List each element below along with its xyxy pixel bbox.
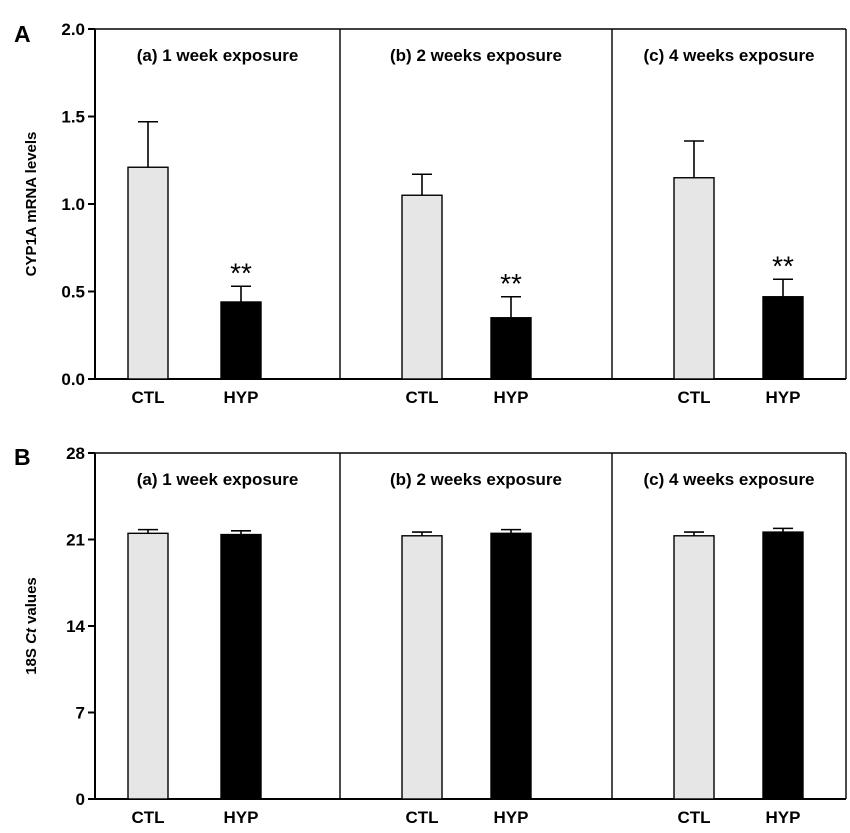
bar-ctl bbox=[401, 535, 443, 800]
subplot-1: (a) 1 week exposure CTL HYP bbox=[127, 470, 299, 827]
bar-hyp bbox=[762, 531, 804, 800]
y-tick-label: 1.5 bbox=[61, 108, 85, 127]
subplot-2: (b) 2 weeks exposure CTL HYP bbox=[390, 470, 562, 827]
panel-letter: A bbox=[14, 21, 31, 47]
significance-annotation: ** bbox=[500, 268, 522, 299]
bar-ctl bbox=[127, 532, 169, 800]
subplot-title: (c) 4 weeks exposure bbox=[643, 470, 814, 489]
x-tick-label: HYP bbox=[766, 808, 801, 827]
y-axis-label-part: Ct bbox=[23, 627, 40, 644]
y-axis-label: CYP1A mRNA levels bbox=[23, 132, 40, 277]
bar-hyp bbox=[490, 532, 532, 800]
panel-letter: B bbox=[14, 444, 31, 470]
x-tick-label: HYP bbox=[224, 808, 259, 827]
y-tick-label: 2.0 bbox=[61, 20, 85, 39]
x-tick-label: HYP bbox=[766, 388, 801, 407]
chart-panel-a: A CYP1A mRNA levels 0.0 0.5 1.0 1.5 2.0 (a) 1 w… bbox=[14, 20, 847, 407]
bar-ctl bbox=[127, 166, 169, 380]
x-tick-label: HYP bbox=[224, 388, 259, 407]
y-tick-label: 21 bbox=[66, 531, 85, 550]
y-axis-label-part: values bbox=[23, 577, 40, 628]
y-tick-label: 0.5 bbox=[61, 283, 85, 302]
bar-hyp bbox=[220, 301, 262, 380]
y-tick-label: 0 bbox=[76, 790, 85, 809]
y-tick-label: 7 bbox=[76, 704, 85, 723]
subplot-3: (c) 4 weeks exposure CTL ** HYP bbox=[643, 46, 814, 407]
x-tick-label: CTL bbox=[405, 808, 438, 827]
bar-hyp bbox=[762, 296, 804, 380]
significance-annotation: ** bbox=[772, 250, 794, 281]
y-tick-label: 28 bbox=[66, 444, 85, 463]
x-tick-label: CTL bbox=[131, 808, 164, 827]
subplot-title: (c) 4 weeks exposure bbox=[643, 46, 814, 65]
subplot-title: (a) 1 week exposure bbox=[137, 470, 299, 489]
subplot-1: (a) 1 week exposure CTL ** HYP bbox=[127, 46, 299, 407]
y-tick-label: 14 bbox=[66, 617, 85, 636]
bar-ctl bbox=[673, 535, 715, 800]
x-tick-label: CTL bbox=[131, 388, 164, 407]
bar-hyp bbox=[220, 533, 262, 800]
x-tick-label: HYP bbox=[494, 388, 529, 407]
chart-panel-b: B 18S Ct values 0 7 14 21 28 (a) 1 week exposur… bbox=[14, 444, 847, 827]
y-tick-label: 1.0 bbox=[61, 195, 85, 214]
subplot-title: (b) 2 weeks exposure bbox=[390, 470, 562, 489]
y-axis-label-part: 18S bbox=[23, 644, 40, 675]
x-tick-label: CTL bbox=[677, 808, 710, 827]
subplot-title: (b) 2 weeks exposure bbox=[390, 46, 562, 65]
subplot-3: (c) 4 weeks exposure CTL HYP bbox=[643, 470, 814, 827]
bar-hyp bbox=[490, 317, 532, 380]
y-tick-label: 0.0 bbox=[61, 370, 85, 389]
x-tick-label: CTL bbox=[677, 388, 710, 407]
x-tick-label: CTL bbox=[405, 388, 438, 407]
x-tick-label: HYP bbox=[494, 808, 529, 827]
bar-ctl bbox=[673, 177, 715, 380]
subplot-title: (a) 1 week exposure bbox=[137, 46, 299, 65]
subplot-2: (b) 2 weeks exposure CTL ** HYP bbox=[390, 46, 562, 407]
bar-ctl bbox=[401, 194, 443, 380]
significance-annotation: ** bbox=[230, 257, 252, 288]
y-axis-label: 18S Ct values bbox=[23, 577, 40, 675]
